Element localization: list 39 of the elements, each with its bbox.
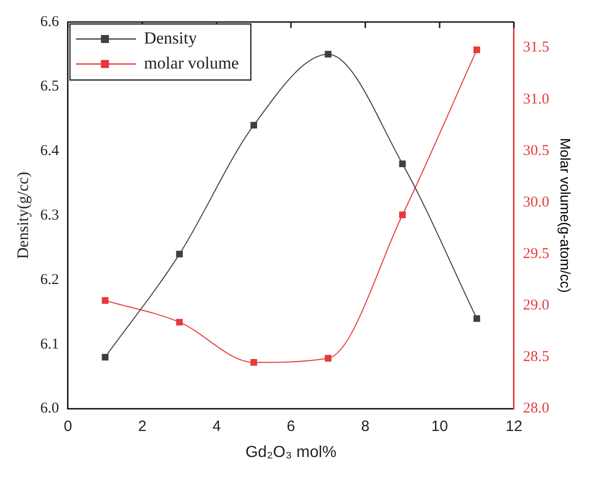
point <box>102 354 108 361</box>
y2-tick-label: 30.5 <box>522 142 550 159</box>
y2-tick-label: 28.0 <box>522 400 550 417</box>
point <box>176 250 183 258</box>
y-tick-label: 6.1 <box>40 336 59 352</box>
y-tick-label: 6.5 <box>40 78 59 94</box>
legend-label: molar volume <box>144 53 239 72</box>
point <box>399 160 406 168</box>
y2-tick-label: 31.0 <box>522 91 550 108</box>
point <box>176 318 183 326</box>
x-tick-label: 10 <box>431 418 448 435</box>
point <box>473 315 480 322</box>
point <box>102 297 108 304</box>
y2-tick-label: 30.0 <box>522 194 550 210</box>
legend-label: Density <box>144 28 198 48</box>
point <box>324 50 332 58</box>
point <box>473 46 480 54</box>
y-tick-label: 6.6 <box>40 14 60 30</box>
y2-tick-label: 29.0 <box>522 298 550 314</box>
x-axis-title: Gd₂O₃ mol% <box>245 444 336 461</box>
point <box>250 122 258 128</box>
y-tick-label: 6.3 <box>40 207 59 224</box>
x-tick-label: 6 <box>286 418 296 435</box>
y2-tick-label: 31.5 <box>522 40 550 56</box>
x-tick-label: 4 <box>212 418 221 435</box>
x-tick-label: 12 <box>506 418 522 435</box>
y-axis-title: Density(g/cc) <box>14 172 32 259</box>
y-tick-label: 6.2 <box>40 272 59 288</box>
x-tick-label: 0 <box>64 418 72 435</box>
x-tick-label: 2 <box>138 418 146 435</box>
x-tick-label: 8 <box>361 418 370 435</box>
y2-tick-label: 29.5 <box>522 246 550 262</box>
y2-tick-label: 28.5 <box>522 349 550 366</box>
point <box>250 359 258 366</box>
y2-axis-title: Molar volume(g-atom/cc) <box>558 138 574 293</box>
point <box>324 354 332 362</box>
y-tick-label: 6.4 <box>40 142 60 159</box>
y-tick-label: 6.0 <box>40 400 59 417</box>
point <box>399 212 406 218</box>
